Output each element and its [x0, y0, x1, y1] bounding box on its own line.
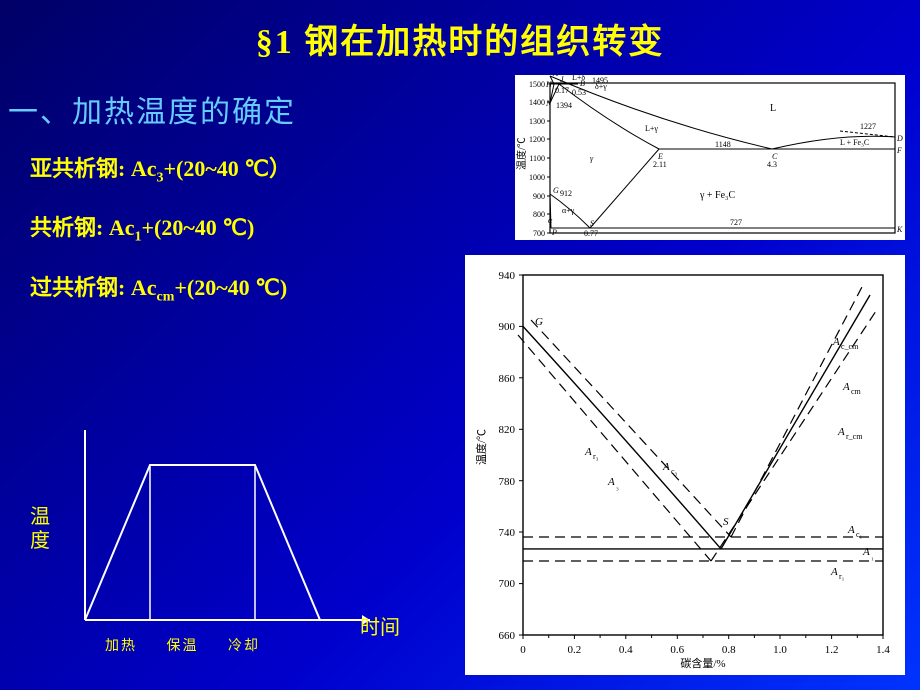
pt-S: S — [723, 516, 729, 528]
svg-text:1.0: 1.0 — [773, 644, 787, 656]
svg-text:α+γ: α+γ — [562, 206, 575, 215]
formula-label: 亚共析钢: — [30, 156, 131, 181]
svg-text:A: A — [837, 426, 845, 438]
svg-text:1400: 1400 — [529, 98, 545, 107]
svg-text:r_cm: r_cm — [846, 432, 863, 441]
svg-text:740: 740 — [499, 527, 516, 539]
svg-text:cm: cm — [851, 387, 862, 396]
y-axis-label: 温度 — [30, 505, 50, 553]
svg-text:S: S — [590, 219, 594, 228]
svg-text:L+γ: L+γ — [645, 124, 658, 133]
svg-text:A: A — [847, 524, 855, 536]
critical-temp-diagram: 660 700 740 780 820 860 900 940 0 0.2 0.… — [465, 255, 905, 675]
svg-text:r₁: r₁ — [839, 572, 845, 581]
svg-text:700: 700 — [533, 229, 545, 238]
svg-text:L+δ: L+δ — [572, 75, 585, 82]
svg-text:0.17: 0.17 — [555, 86, 569, 95]
svg-text:1500: 1500 — [529, 80, 545, 89]
svg-text:660: 660 — [499, 630, 516, 642]
svg-text:912: 912 — [560, 189, 572, 198]
svg-text:A: A — [862, 546, 870, 558]
svg-text:γ + Fe₃C: γ + Fe₃C — [699, 190, 736, 201]
x-axis-label: 时间 — [360, 611, 400, 640]
formula-label: 共析钢: — [30, 215, 109, 240]
svg-text:1394: 1394 — [556, 101, 572, 110]
svg-text:A: A — [552, 75, 558, 78]
svg-text:A: A — [607, 476, 615, 488]
svg-text:F: F — [896, 146, 902, 155]
svg-text:0.4: 0.4 — [619, 644, 633, 656]
stage-heating: 加热 — [105, 639, 137, 654]
svg-text:P: P — [551, 228, 557, 237]
svg-text:1495: 1495 — [592, 76, 608, 85]
svg-text:₁: ₁ — [871, 552, 874, 561]
svg-text:A: A — [832, 336, 840, 348]
svg-text:1000: 1000 — [529, 173, 545, 182]
svg-text:1100: 1100 — [529, 154, 545, 163]
svg-text:1300: 1300 — [529, 117, 545, 126]
svg-text:G: G — [553, 186, 559, 195]
formula-label: 过共析钢: — [30, 275, 131, 300]
y-axis-label: 温度/℃ — [474, 429, 488, 465]
svg-text:0.2: 0.2 — [568, 644, 582, 656]
svg-text:900: 900 — [533, 192, 545, 201]
slide-title: §1 钢在加热时的组织转变 — [0, 0, 920, 63]
svg-text:860: 860 — [499, 373, 516, 385]
svg-text:L + Fe₃C: L + Fe₃C — [840, 138, 869, 147]
svg-text:800: 800 — [533, 210, 545, 219]
svg-text:4.3: 4.3 — [767, 160, 777, 169]
pt-G: G — [535, 316, 543, 328]
svg-text:900: 900 — [499, 321, 516, 333]
svg-text:A: A — [842, 381, 850, 393]
fe-c-phase-diagram: 700 800 900 1000 1100 1200 1300 1400 150… — [515, 75, 905, 240]
stage-holding: 保温 — [167, 639, 199, 654]
y-axis-label: 温度/℃ — [515, 137, 528, 170]
svg-text:0.77: 0.77 — [584, 229, 598, 238]
svg-text:L: L — [770, 103, 776, 114]
svg-text:A: A — [662, 461, 670, 473]
heat-cycle-diagram: 温度 时间 加热 保温 冷却 — [30, 410, 410, 670]
svg-text:N: N — [545, 99, 552, 108]
svg-text:1148: 1148 — [715, 140, 731, 149]
svg-text:780: 780 — [499, 476, 516, 488]
svg-text:940: 940 — [499, 270, 516, 282]
svg-text:c₁: c₁ — [856, 530, 863, 539]
svg-text:727: 727 — [730, 218, 742, 227]
svg-text:₃: ₃ — [616, 482, 619, 491]
svg-text:0.8: 0.8 — [722, 644, 736, 656]
svg-text:A: A — [584, 446, 592, 458]
svg-text:K: K — [896, 225, 903, 234]
svg-text:A: A — [830, 566, 838, 578]
svg-text:1.2: 1.2 — [825, 644, 839, 656]
svg-text:0.6: 0.6 — [670, 644, 684, 656]
svg-text:820: 820 — [499, 424, 516, 436]
stage-labels: 加热 保温 冷却 — [105, 635, 282, 655]
stage-cooling: 冷却 — [228, 639, 260, 654]
x-axis-label: 碳含量/% — [680, 656, 725, 670]
svg-text:D: D — [896, 134, 903, 143]
svg-text:c₃: c₃ — [671, 467, 678, 476]
svg-text:J: J — [560, 75, 564, 84]
svg-text:0.53: 0.53 — [572, 88, 586, 97]
svg-text:r₃: r₃ — [593, 452, 599, 461]
svg-text:1200: 1200 — [529, 135, 545, 144]
svg-text:c_cm: c_cm — [841, 342, 859, 351]
svg-text:2.11: 2.11 — [653, 160, 667, 169]
svg-text:1.4: 1.4 — [876, 644, 890, 656]
svg-text:0: 0 — [520, 644, 526, 656]
svg-text:1227: 1227 — [860, 122, 876, 131]
svg-text:700: 700 — [499, 578, 516, 590]
